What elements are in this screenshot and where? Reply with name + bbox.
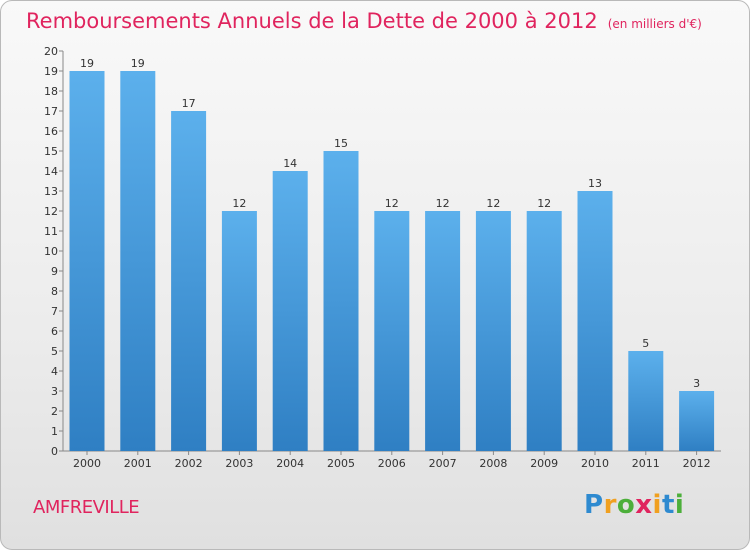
y-tick-label: 17 (44, 105, 58, 118)
chart-title: Remboursements Annuels de la Dette de 20… (26, 9, 702, 33)
brand-letter: r (603, 490, 617, 520)
data-label: 15 (334, 137, 348, 150)
x-tick-label: 2011 (632, 457, 660, 470)
y-tick-label: 10 (44, 245, 58, 258)
brand-logo: Proxiti (584, 490, 684, 520)
bar (425, 211, 461, 451)
data-label: 12 (436, 197, 450, 210)
y-tick-label: 8 (51, 285, 58, 298)
bar (577, 191, 613, 451)
bar (475, 211, 511, 451)
y-tick-label: 12 (44, 205, 58, 218)
bar (272, 171, 308, 451)
data-label: 19 (80, 57, 94, 70)
commune-name: AMFREVILLE (33, 497, 140, 518)
brand-letter: t (661, 490, 675, 520)
data-label: 17 (182, 97, 196, 110)
x-tick-label: 2006 (378, 457, 406, 470)
y-tick-label: 19 (44, 65, 58, 78)
y-tick-label: 5 (51, 345, 58, 358)
bar (120, 71, 156, 451)
bar (628, 351, 664, 451)
y-tick-label: 11 (44, 225, 58, 238)
brand-letter: i (674, 490, 685, 520)
y-tick-label: 20 (44, 45, 58, 58)
bar (526, 211, 562, 451)
bar (171, 111, 207, 451)
y-tick-label: 4 (51, 365, 58, 378)
x-tick-label: 2002 (175, 457, 203, 470)
data-label: 12 (385, 197, 399, 210)
bar (374, 211, 410, 451)
data-label: 19 (131, 57, 145, 70)
data-label: 12 (486, 197, 500, 210)
x-tick-label: 2000 (73, 457, 101, 470)
data-label: 13 (588, 177, 602, 190)
bar (221, 211, 257, 451)
y-tick-label: 1 (51, 425, 58, 438)
y-tick-label: 3 (51, 385, 58, 398)
y-tick-label: 14 (44, 165, 58, 178)
data-label: 5 (642, 337, 649, 350)
data-label: 3 (693, 377, 700, 390)
brand-letter: o (616, 490, 636, 520)
bar (69, 71, 105, 451)
x-tick-label: 2008 (479, 457, 507, 470)
unit-note: (en milliers d'€) (607, 17, 702, 31)
x-tick-label: 2007 (429, 457, 457, 470)
x-tick-label: 2009 (530, 457, 558, 470)
title-text: Remboursements Annuels de la Dette de 20… (26, 9, 598, 33)
bar (323, 151, 359, 451)
y-tick-label: 18 (44, 85, 58, 98)
brand-letter: x (635, 490, 653, 520)
brand-letter: i (652, 490, 662, 520)
x-tick-label: 2003 (225, 457, 253, 470)
data-label: 12 (537, 197, 551, 210)
y-tick-label: 15 (44, 145, 58, 158)
bar (679, 391, 715, 451)
x-tick-label: 2010 (581, 457, 609, 470)
x-tick-label: 2001 (124, 457, 152, 470)
x-tick-label: 2004 (276, 457, 304, 470)
x-tick-label: 2005 (327, 457, 355, 470)
y-tick-label: 7 (51, 305, 58, 318)
y-tick-label: 9 (51, 265, 58, 278)
y-tick-label: 0 (51, 445, 58, 458)
y-tick-label: 6 (51, 325, 58, 338)
x-tick-label: 2012 (683, 457, 711, 470)
data-label: 14 (283, 157, 297, 170)
data-label: 12 (232, 197, 246, 210)
y-tick-label: 13 (44, 185, 58, 198)
y-tick-label: 16 (44, 125, 58, 138)
y-tick-label: 2 (51, 405, 58, 418)
brand-letter: P (584, 490, 604, 520)
